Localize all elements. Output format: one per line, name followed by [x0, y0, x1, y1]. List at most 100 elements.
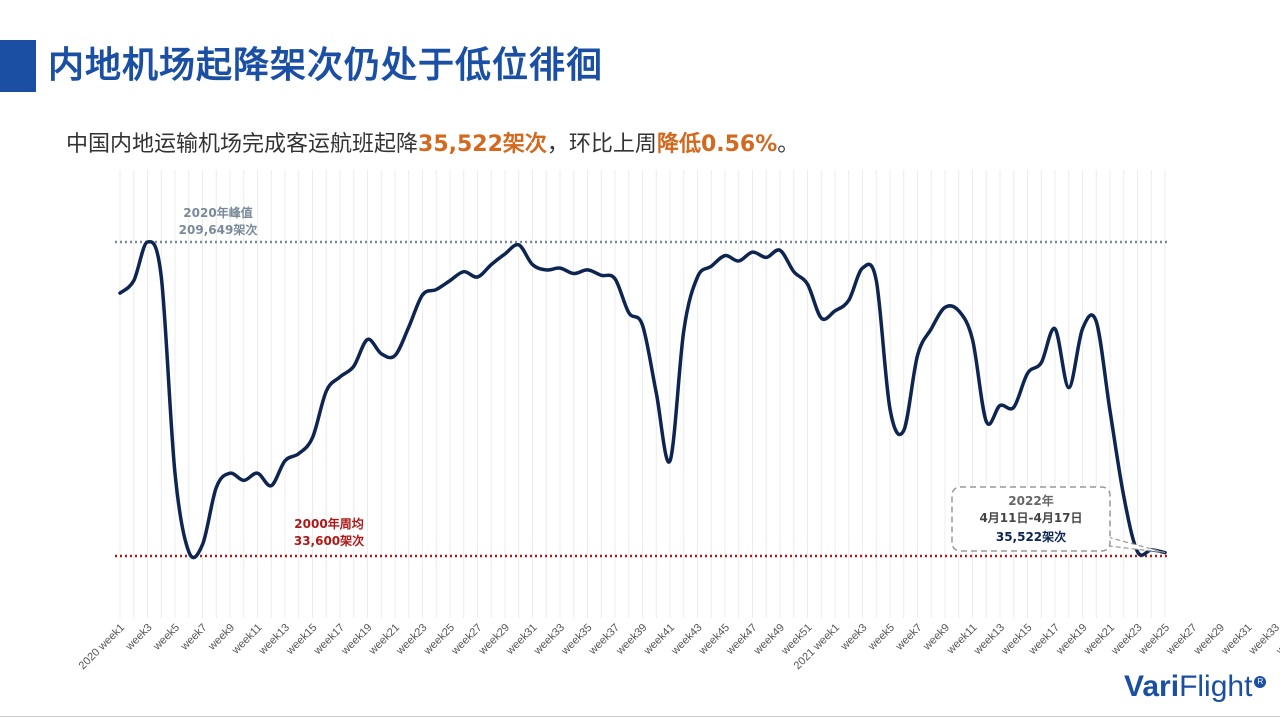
data-point: [1109, 409, 1112, 412]
data-point: [944, 306, 947, 309]
data-point: [449, 279, 452, 282]
callout-pointer: [1099, 534, 1166, 554]
callout-value: 35,522架次: [996, 529, 1066, 544]
data-point: [380, 352, 383, 355]
x-tick-label: week3: [838, 622, 870, 654]
data-point: [627, 311, 630, 314]
data-point: [1122, 495, 1125, 498]
data-point: [256, 472, 259, 475]
average-reference-label: 2000年周均: [294, 516, 363, 531]
data-point: [407, 325, 410, 328]
data-point: [545, 268, 548, 271]
page-subtitle: 中国内地运输机场完成客运航班起降35,522架次，环比上周降低0.56%。: [66, 126, 799, 158]
subtitle-prefix: 中国内地运输机场完成客运航班起降: [66, 132, 419, 157]
data-point: [160, 276, 163, 279]
data-point: [971, 338, 974, 341]
data-point: [930, 327, 933, 330]
data-point: [916, 354, 919, 357]
data-point: [132, 279, 135, 282]
page-title: 内地机场起降架次仍处于低位徘徊: [48, 45, 604, 86]
data-point: [1067, 386, 1070, 389]
callout-date-range: 4月11日-4月17日: [979, 511, 1082, 525]
data-point: [1054, 327, 1057, 330]
data-point: [270, 484, 273, 487]
data-point: [1012, 406, 1015, 409]
data-point: [174, 472, 177, 475]
data-point: [861, 267, 864, 270]
data-point: [517, 243, 520, 246]
data-point: [1026, 372, 1029, 375]
data-point: [999, 404, 1002, 407]
data-point: [187, 550, 190, 553]
data-point: [146, 241, 149, 244]
data-point: [985, 420, 988, 423]
data-point: [325, 390, 328, 393]
data-point: [669, 459, 672, 462]
data-point: [792, 270, 795, 273]
x-tick-labels: 2020 week1week3week5week7week9week11week…: [77, 622, 1280, 672]
data-point: [586, 268, 589, 271]
data-point: [655, 391, 658, 394]
average-reference-value: 33,600架次: [294, 533, 364, 548]
data-point: [614, 277, 617, 280]
data-point: [779, 249, 782, 252]
data-point: [394, 354, 397, 357]
bottom-divider: [0, 716, 1280, 717]
data-point: [229, 472, 232, 475]
data-point: [847, 299, 850, 302]
subtitle-end: 。: [777, 132, 800, 157]
data-point: [297, 452, 300, 455]
data-point: [435, 288, 438, 291]
data-point: [421, 293, 424, 296]
data-point: [119, 292, 122, 295]
data-point: [1081, 327, 1084, 330]
data-point: [476, 276, 479, 279]
data-point: [957, 309, 960, 312]
data-point: [1095, 320, 1098, 323]
data-point: [820, 317, 823, 320]
data-point: [339, 375, 342, 378]
data-point: [696, 276, 699, 279]
title-accent-bar: [0, 40, 36, 92]
data-point: [531, 263, 534, 266]
data-point: [806, 283, 809, 286]
callout-box: [951, 486, 1111, 552]
data-point: [751, 251, 754, 254]
data-point: [242, 479, 245, 482]
data-point: [559, 267, 562, 270]
data-point: [1136, 550, 1139, 553]
data-point: [1040, 361, 1043, 364]
data-point: [215, 486, 218, 489]
subtitle-middle: ，环比上周: [546, 132, 657, 157]
logo-registered-icon: R: [1254, 676, 1267, 688]
data-point: [284, 459, 287, 462]
data-point: [875, 279, 878, 282]
data-point: [201, 543, 204, 546]
data-point: [641, 324, 644, 327]
data-point: [889, 408, 892, 411]
data-point: [765, 256, 768, 259]
data-point: [462, 270, 465, 273]
data-point: [710, 265, 713, 268]
data-point: [490, 263, 493, 266]
subtitle-change: 降低0.56%: [656, 132, 778, 157]
data-point: [902, 429, 905, 432]
x-tick-label: week5: [865, 622, 897, 654]
data-point: [682, 329, 685, 332]
subtitle-value: 35,522架次: [418, 132, 547, 157]
data-point: [724, 254, 727, 257]
x-tick-label: week7: [893, 622, 925, 654]
data-point: [311, 436, 314, 439]
x-tick-label: week3: [123, 622, 155, 654]
variflight-logo: VariFlight R: [1124, 670, 1267, 704]
data-point: [352, 365, 355, 368]
data-point: [504, 252, 507, 255]
series-line: [118, 240, 1167, 560]
logo-rest: Flight: [1179, 670, 1253, 703]
peak-reference-value: 209,649架次: [179, 222, 258, 237]
x-tick-label: week7: [178, 622, 210, 654]
x-tick-label: 2020 week1: [77, 622, 127, 672]
data-point: [366, 338, 369, 341]
data-point: [834, 309, 837, 312]
